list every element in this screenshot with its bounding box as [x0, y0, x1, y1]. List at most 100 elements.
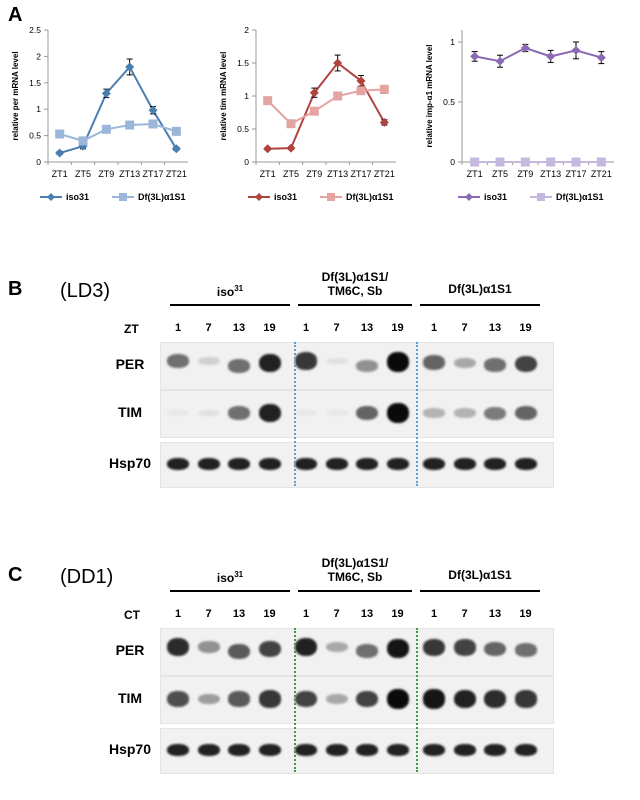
blot-band	[484, 358, 506, 373]
blot-band	[325, 357, 348, 365]
blot-band	[356, 458, 378, 470]
timepoint-label: 7	[205, 322, 212, 334]
data-point	[379, 84, 389, 94]
legend-marker	[47, 193, 55, 201]
timepoint-label: 7	[333, 322, 340, 334]
blot-band	[228, 691, 250, 707]
blot-band	[484, 641, 506, 657]
x-tick-label: ZT17	[350, 169, 371, 179]
data-point	[333, 91, 343, 101]
blot-row-label: TIM	[117, 690, 143, 706]
blot-band	[484, 744, 506, 756]
legend-label: iso31	[484, 192, 507, 202]
blot-band	[514, 458, 537, 470]
blot-band	[356, 405, 378, 421]
legend-label: iso31	[66, 192, 89, 202]
blot-band	[167, 691, 189, 707]
data-point	[356, 86, 366, 96]
data-point	[546, 157, 556, 167]
data-point	[148, 105, 158, 115]
blot-band	[423, 458, 445, 470]
data-point	[470, 157, 480, 167]
group-label: Df(3L)α1S1/TM6C, Sb	[298, 270, 412, 298]
x-tick-label: ZT1	[260, 169, 276, 179]
x-tick-label: ZT17	[565, 169, 586, 179]
blot-band	[228, 644, 250, 660]
blot-band	[356, 360, 378, 372]
data-point	[571, 45, 581, 55]
blot-band	[197, 693, 220, 705]
timepoint-label: 7	[461, 322, 468, 334]
blot-band	[484, 406, 506, 420]
y-tick-label: 0.5	[29, 131, 41, 141]
group-underline	[170, 304, 290, 306]
x-tick-label: ZT13	[119, 169, 140, 179]
blot-band	[167, 354, 189, 368]
y-axis-label: relative imp-α1 mRNA level	[425, 45, 434, 148]
blot-band	[423, 408, 445, 418]
blot-band	[228, 359, 250, 373]
y-tick-label: 0	[36, 157, 41, 167]
data-point	[125, 62, 135, 72]
group-label-sup: 31	[234, 284, 244, 293]
group-label: iso31	[170, 282, 290, 299]
blot-band	[484, 690, 506, 708]
blot-band	[197, 458, 220, 470]
blot-row-label: Hsp70	[108, 741, 152, 757]
y-tick-label: 0	[450, 157, 455, 167]
blot-band	[514, 642, 537, 657]
data-point	[520, 157, 530, 167]
chart-2: 0 0.5 1 1.5 2 ZT1 ZT5 ZT9 ZT13 ZT17 ZT21 relative t…	[219, 25, 396, 202]
group-label-line: TM6C, Sb	[327, 570, 383, 584]
timepoint-label: 19	[519, 322, 532, 334]
legend-marker	[327, 193, 335, 201]
timepoint-label: 13	[488, 608, 502, 620]
blot-band	[167, 409, 189, 417]
y-tick-label: 2	[244, 25, 249, 35]
data-point	[101, 124, 111, 134]
x-tick-label: ZT1	[52, 169, 68, 179]
timepoint-label: 1	[174, 322, 182, 334]
y-axis-label: relative per mRNA level	[11, 51, 20, 140]
blot-band	[514, 690, 537, 708]
timepoint-label: 1	[302, 608, 310, 620]
x-tick-label: ZT5	[75, 169, 91, 179]
blot-band	[197, 357, 220, 365]
blot-band	[356, 744, 378, 756]
series-line-2	[266, 88, 385, 125]
group-label-line: Df(3L)α1S1	[448, 568, 512, 582]
data-point	[596, 53, 606, 63]
data-point	[101, 88, 111, 98]
lane-divider	[416, 342, 418, 486]
lane-divider	[294, 342, 296, 486]
blot-band	[325, 458, 348, 470]
data-point	[546, 51, 556, 61]
blot-band	[423, 355, 445, 370]
blot-band	[453, 358, 476, 369]
x-tick-label: ZT13	[540, 169, 561, 179]
group-label-sup: 31	[234, 570, 244, 579]
data-point	[309, 88, 319, 98]
legend-marker	[255, 193, 263, 201]
blot-band	[514, 405, 537, 421]
blot-band	[325, 641, 348, 653]
data-point	[495, 157, 505, 167]
timepoint-label: 19	[263, 322, 276, 334]
data-point	[470, 51, 480, 61]
legend-marker	[119, 193, 127, 201]
blot-band	[325, 409, 348, 417]
panel-a-letter: A	[8, 4, 23, 26]
x-tick-label: ZT5	[283, 169, 299, 179]
blot-band	[258, 353, 281, 373]
y-tick-label: 0.5	[443, 97, 455, 107]
blot-band	[258, 690, 281, 708]
timepoint-label: 19	[391, 322, 404, 334]
data-point	[171, 144, 181, 154]
timepoint-label: 1	[174, 608, 182, 620]
blot-band	[197, 641, 220, 653]
blot-band	[453, 744, 476, 756]
blot-row-label: PER	[115, 356, 145, 372]
blot-band	[386, 744, 409, 756]
legend-label: Df(3L)α1S1	[346, 192, 394, 202]
